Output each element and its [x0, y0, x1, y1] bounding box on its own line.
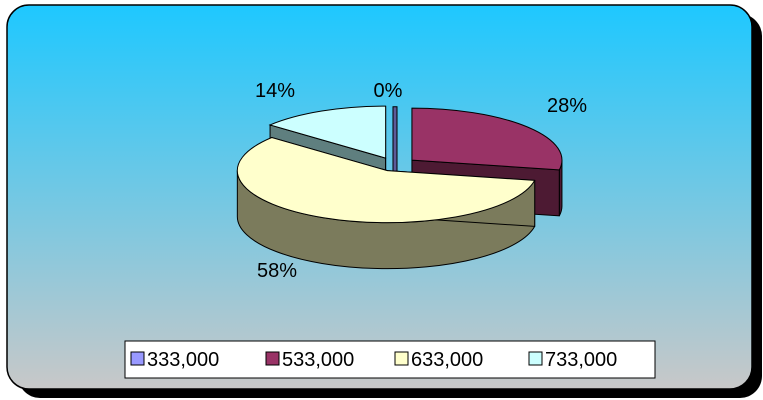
- legend: 333,000 533,000 633,000 733,000: [125, 341, 655, 378]
- data-label: 14%: [255, 80, 295, 102]
- data-label: 0%: [374, 80, 403, 102]
- legend-label: 333,000: [147, 349, 219, 371]
- legend-label: 633,000: [411, 349, 483, 371]
- legend-label: 733,000: [545, 349, 617, 371]
- legend-swatch: [131, 352, 144, 365]
- data-label: 58%: [257, 260, 297, 282]
- legend-label: 533,000: [282, 349, 354, 371]
- legend-swatch: [266, 352, 279, 365]
- legend-swatch: [529, 352, 542, 365]
- legend-swatch: [395, 352, 408, 365]
- data-label: 28%: [547, 95, 587, 117]
